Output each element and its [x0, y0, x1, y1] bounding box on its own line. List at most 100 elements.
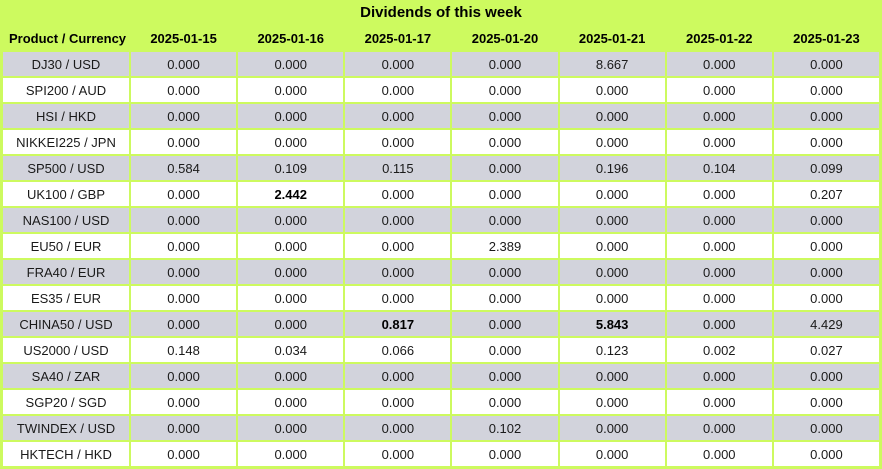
dividend-cell: 0.000 [345, 364, 451, 388]
dividend-cell: 0.000 [131, 104, 237, 128]
dividend-cell: 0.109 [238, 156, 344, 180]
dividend-cell: 0.000 [131, 312, 237, 336]
dividend-cell: 0.104 [666, 156, 772, 180]
dividend-cell: 0.207 [773, 182, 879, 206]
dividend-cell: 0.000 [666, 234, 772, 258]
dividend-cell: 0.000 [131, 260, 237, 284]
product-cell: SP500 / USD [3, 156, 129, 180]
dividend-cell: 0.000 [773, 364, 879, 388]
product-cell: SGP20 / SGD [3, 390, 129, 414]
dividend-cell: 0.000 [345, 130, 451, 154]
column-header-date-4: 2025-01-20 [471, 30, 539, 46]
dividend-cell: 0.000 [238, 52, 344, 76]
dividend-cell: 0.000 [666, 78, 772, 102]
dividend-cell: 0.000 [131, 442, 237, 466]
dividend-cell: 0.000 [559, 234, 665, 258]
product-cell: HKTECH / HKD [3, 442, 129, 466]
dividend-cell: 0.000 [345, 286, 451, 310]
dividend-cell: 0.000 [773, 78, 879, 102]
dividend-cell: 0.000 [131, 208, 237, 232]
dividend-cell: 0.000 [238, 260, 344, 284]
dividend-cell: 0.000 [666, 390, 772, 414]
dividend-cell: 0.000 [452, 52, 558, 76]
product-cell: SPI200 / AUD [3, 78, 129, 102]
dividend-cell: 4.429 [773, 312, 879, 336]
dividend-cell: 0.000 [666, 312, 772, 336]
dividend-cell: 0.148 [131, 338, 237, 362]
dividend-cell: 0.000 [131, 390, 237, 414]
product-cell: UK100 / GBP [3, 182, 129, 206]
dividend-cell: 0.000 [666, 52, 772, 76]
dividend-cell: 0.000 [559, 416, 665, 440]
dividend-cell: 0.000 [238, 78, 344, 102]
dividend-cell: 0.027 [773, 338, 879, 362]
dividend-cell: 0.000 [452, 156, 558, 180]
dividend-cell: 0.102 [452, 416, 558, 440]
column-header-date-6: 2025-01-22 [686, 30, 753, 46]
dividend-cell: 0.000 [131, 234, 237, 258]
dividend-cell: 0.000 [238, 390, 344, 414]
product-cell: TWINDEX / USD [3, 416, 129, 440]
column-header-date-2: 2025-01-16 [257, 30, 324, 46]
dividend-cell: 0.000 [345, 260, 451, 284]
dividend-cell: 0.584 [131, 156, 237, 180]
dividend-cell: 0.000 [666, 182, 772, 206]
dividend-cell: 0.000 [238, 286, 344, 310]
dividend-cell: 0.000 [666, 286, 772, 310]
column-header-date-1: 2025-01-15 [150, 30, 217, 46]
column-header-date-3: 2025-01-17 [364, 30, 432, 46]
dividend-cell: 0.000 [238, 104, 344, 128]
dividend-cell: 0.000 [452, 260, 558, 284]
dividend-cell: 0.196 [559, 156, 665, 180]
dividend-cell: 0.000 [345, 182, 451, 206]
dividend-cell: 0.000 [345, 390, 451, 414]
dividend-cell: 0.000 [345, 78, 451, 102]
dividend-cell: 0.000 [238, 130, 344, 154]
product-cell: EU50 / EUR [3, 234, 129, 258]
dividend-cell: 0.000 [452, 390, 558, 414]
dividend-cell: 0.000 [559, 260, 665, 284]
dividend-cell: 0.000 [452, 130, 558, 154]
dividend-cell: 0.034 [238, 338, 344, 362]
dividend-cell: 0.000 [345, 52, 451, 76]
column-header-product-currency: Product / Currency [9, 30, 127, 46]
dividend-cell: 0.000 [238, 208, 344, 232]
dividend-cell: 0.000 [559, 390, 665, 414]
dividend-cell: 8.667 [559, 52, 665, 76]
product-cell: CHINA50 / USD [3, 312, 129, 336]
dividend-cell: 0.000 [559, 78, 665, 102]
dividend-cell: 0.000 [559, 182, 665, 206]
table-title: Dividends of this week [360, 4, 522, 21]
dividend-cell: 0.000 [452, 78, 558, 102]
dividend-cell: 0.000 [773, 234, 879, 258]
product-cell: ES35 / EUR [3, 286, 129, 310]
dividend-cell: 0.000 [666, 130, 772, 154]
product-cell: DJ30 / USD [3, 52, 129, 76]
dividend-cell: 0.000 [773, 390, 879, 414]
dividend-cell: 0.000 [345, 208, 451, 232]
dividend-cell: 0.000 [773, 208, 879, 232]
dividend-cell: 2.389 [452, 234, 558, 258]
dividend-cell: 0.000 [666, 208, 772, 232]
product-cell: SA40 / ZAR [3, 364, 129, 388]
dividend-cell: 0.000 [131, 416, 237, 440]
dividend-cell: 0.000 [452, 338, 558, 362]
product-cell: NAS100 / USD [3, 208, 129, 232]
dividend-cell: 0.000 [666, 442, 772, 466]
dividend-cell: 0.000 [559, 104, 665, 128]
table-header-row: Product / Currency 2025-01-15 2025-01-16… [0, 24, 882, 52]
dividend-cell: 0.000 [345, 104, 451, 128]
dividend-cell: 0.000 [773, 416, 879, 440]
table-body: DJ30 / USD 0.000 0.000 0.000 0.000 8.667 0.000… [0, 52, 882, 469]
column-header-date-7: 2025-01-23 [793, 30, 860, 46]
column-header-date-5: 2025-01-21 [578, 30, 646, 46]
dividend-cell: 0.000 [559, 286, 665, 310]
product-cell: US2000 / USD [3, 338, 129, 362]
dividend-cell: 0.000 [131, 52, 237, 76]
dividend-cell: 0.000 [345, 416, 451, 440]
dividend-cell: 0.000 [773, 260, 879, 284]
dividend-cell: 0.000 [238, 364, 344, 388]
dividend-cell: 0.000 [666, 416, 772, 440]
product-cell: NIKKEI225 / JPN [3, 130, 129, 154]
